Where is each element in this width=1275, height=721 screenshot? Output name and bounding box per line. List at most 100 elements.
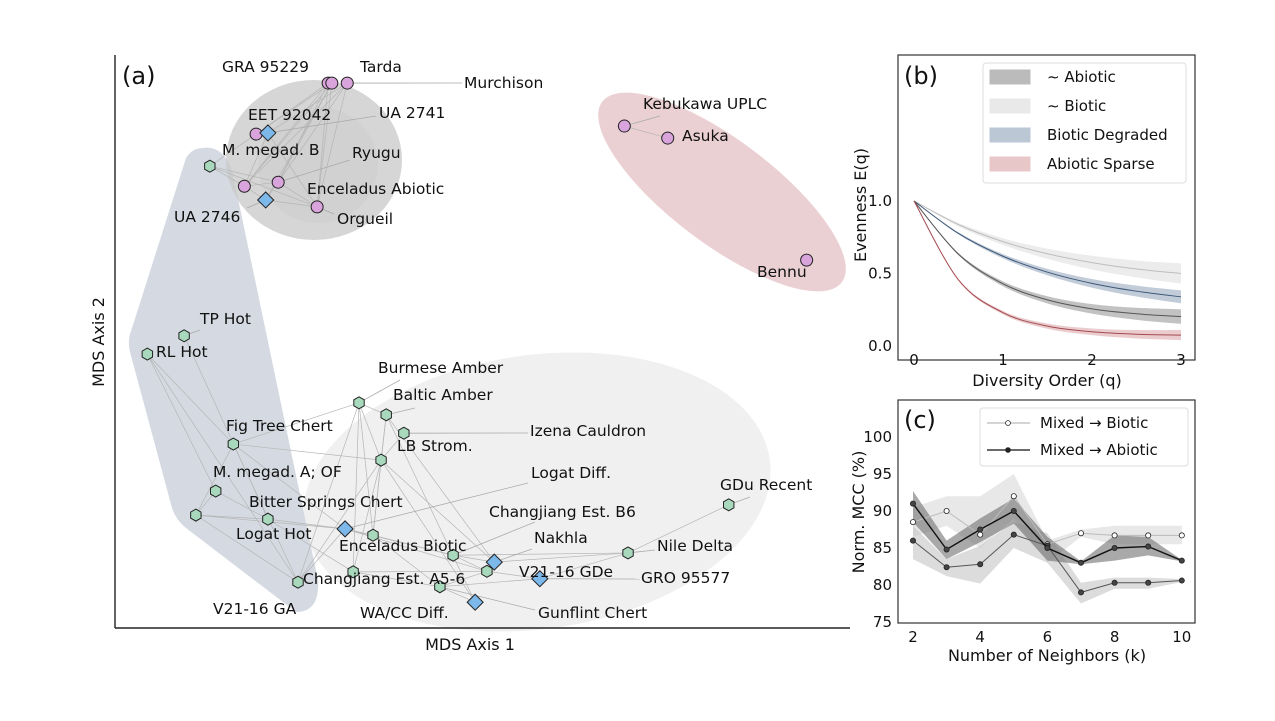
edge — [380, 459, 476, 603]
edge — [233, 443, 299, 583]
point-diamond — [336, 520, 354, 538]
data-point — [1111, 545, 1118, 552]
edge — [624, 125, 668, 139]
x-tick-label: 4 — [975, 628, 985, 646]
point-label: Burmese Amber — [378, 359, 504, 377]
series-line — [913, 200, 1182, 298]
edge — [439, 570, 488, 588]
edge — [380, 432, 405, 461]
point-circle — [800, 253, 814, 267]
point-label: Bennu — [757, 263, 807, 281]
x-tick-label: 2 — [1087, 351, 1097, 369]
data-point — [943, 564, 950, 571]
edge — [244, 82, 329, 187]
y-axis-label: Norm. MCC (%) — [849, 451, 868, 574]
legend-swatch — [989, 156, 1031, 172]
data-point — [910, 519, 917, 526]
legend-swatch — [989, 69, 1031, 85]
leader-line — [439, 586, 536, 611]
edge — [627, 504, 729, 554]
edge — [372, 460, 382, 536]
leader-line — [267, 115, 377, 134]
edge — [244, 82, 348, 187]
panel-label-a: (a) — [122, 62, 155, 90]
edge — [358, 402, 374, 536]
data-point — [977, 561, 984, 568]
y-axis-label: Evenness E(q) — [851, 148, 870, 262]
plot-frame — [897, 399, 1196, 624]
point-hexagon — [447, 548, 459, 562]
x-axis-label: Diversity Order (q) — [972, 371, 1121, 390]
edge — [209, 165, 245, 187]
y-tick-label: 1.0 — [868, 192, 892, 210]
data-point — [1078, 530, 1085, 537]
edge — [277, 82, 329, 183]
edge — [233, 402, 360, 445]
series-line — [913, 200, 1182, 274]
point-label: Asuka — [682, 127, 729, 145]
legend-swatch — [989, 98, 1031, 114]
edge — [209, 133, 257, 167]
y-axis-label: MDS Axis 2 — [89, 297, 108, 387]
x-axis-label: Number of Neighbors (k) — [948, 646, 1146, 665]
legend-label: ∼ Abiotic — [1047, 68, 1116, 86]
point-label: Gunflint Chert — [538, 604, 647, 622]
legend-marker — [1005, 447, 1011, 453]
edge — [439, 578, 540, 588]
y-tick-label: 95 — [873, 465, 892, 483]
data-point — [1145, 532, 1152, 539]
panel-label-c: (c) — [904, 406, 936, 434]
point-circle — [310, 200, 324, 214]
data-point — [1145, 579, 1152, 586]
point-label: V21-16 GDe — [519, 563, 613, 581]
data-point — [910, 537, 917, 544]
point-label: WA/CC Diff. — [360, 604, 449, 622]
legend: ∼ Abiotic ∼ Biotic Biotic Degraded Abiotic … — [982, 62, 1187, 184]
point-hexagon — [398, 426, 410, 440]
x-tick-label: 8 — [1110, 628, 1120, 646]
x-tick-label: 0 — [909, 351, 919, 369]
y-tick-label: 90 — [873, 502, 892, 520]
region-abiotic-sparse — [598, 92, 846, 292]
region-biotic — [303, 352, 771, 632]
x-tick-label: 6 — [1043, 628, 1053, 646]
legend-marker — [1005, 420, 1011, 426]
point-circle — [340, 76, 354, 90]
legend-swatch — [989, 127, 1031, 143]
data-point — [1078, 559, 1085, 566]
point-label: TP Hot — [199, 310, 251, 328]
leader-line — [278, 159, 351, 183]
edge — [233, 443, 346, 530]
data-point — [1044, 545, 1051, 552]
x-tick-label: 2 — [908, 628, 918, 646]
leader-line — [452, 521, 536, 556]
point-label: Enceladus Abiotic — [307, 180, 444, 198]
x-tick-label: 10 — [1172, 628, 1191, 646]
y-tick-label: 0.5 — [868, 265, 892, 283]
group-regions — [128, 80, 846, 632]
leader-line — [344, 482, 529, 530]
point-hexagon — [204, 159, 216, 173]
edge — [297, 459, 382, 583]
edge — [353, 571, 440, 588]
edge — [267, 82, 348, 134]
plot-frame — [897, 54, 1196, 361]
point-hexagon — [209, 484, 222, 498]
data-point — [1010, 507, 1017, 514]
x-tick-label: 1 — [998, 351, 1008, 369]
edge — [277, 181, 318, 208]
point-label: M. megad. B — [222, 141, 320, 159]
edge — [233, 443, 382, 461]
point-diamond — [259, 124, 277, 142]
point-circle — [661, 131, 675, 145]
bands — [913, 474, 1182, 604]
point-hexagon — [434, 580, 446, 594]
point-label: Bitter Springs Chert — [249, 493, 403, 511]
edge — [147, 353, 217, 492]
edge — [539, 552, 629, 580]
point-label: M. megad. A; OF — [213, 463, 342, 481]
data-point — [1178, 532, 1185, 539]
legend: Mixed → Biotic Mixed → Abiotic — [979, 407, 1189, 467]
point-hexagon — [141, 347, 154, 361]
